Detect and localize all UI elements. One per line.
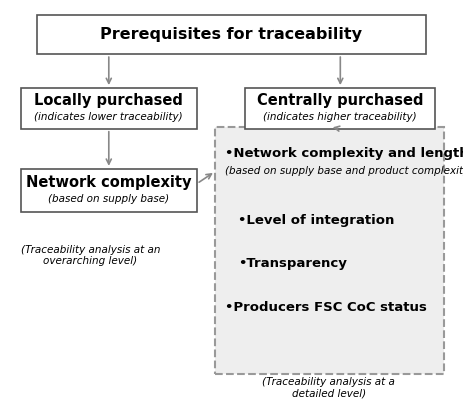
Text: (indicates higher traceability): (indicates higher traceability) — [263, 112, 417, 122]
FancyBboxPatch shape — [215, 127, 444, 374]
Text: (based on supply base): (based on supply base) — [48, 194, 169, 204]
Text: Network complexity: Network complexity — [26, 175, 192, 189]
Text: (Traceability analysis at an
overarching level): (Traceability analysis at an overarching… — [20, 245, 160, 266]
Text: •Producers FSC CoC status: •Producers FSC CoC status — [225, 301, 426, 314]
Text: •Network complexity and length: •Network complexity and length — [225, 147, 463, 160]
Text: •Transparency: •Transparency — [238, 257, 347, 270]
Text: •Level of integration: •Level of integration — [238, 213, 395, 227]
Text: Centrally purchased: Centrally purchased — [257, 93, 424, 108]
Text: (based on supply base and product complexity): (based on supply base and product comple… — [225, 166, 463, 176]
FancyBboxPatch shape — [245, 88, 435, 129]
FancyBboxPatch shape — [37, 15, 426, 54]
Text: (Traceability analysis at a
detailed level): (Traceability analysis at a detailed lev… — [263, 377, 395, 398]
FancyBboxPatch shape — [21, 169, 197, 211]
Text: (indicates lower traceability): (indicates lower traceability) — [34, 112, 183, 122]
FancyBboxPatch shape — [21, 88, 197, 129]
Text: Locally purchased: Locally purchased — [34, 93, 183, 108]
Text: Prerequisites for traceability: Prerequisites for traceability — [100, 27, 363, 42]
